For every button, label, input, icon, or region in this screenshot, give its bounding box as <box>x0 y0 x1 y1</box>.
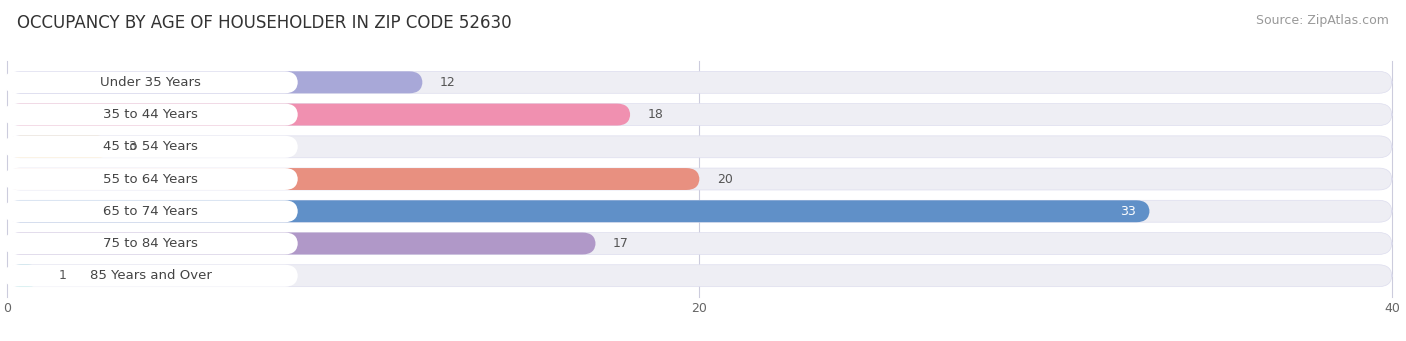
Text: Under 35 Years: Under 35 Years <box>100 76 201 89</box>
Text: 55 to 64 Years: 55 to 64 Years <box>103 173 198 186</box>
FancyBboxPatch shape <box>7 71 1392 93</box>
FancyBboxPatch shape <box>7 104 1392 125</box>
FancyBboxPatch shape <box>4 200 298 222</box>
FancyBboxPatch shape <box>7 104 630 125</box>
Text: 45 to 54 Years: 45 to 54 Years <box>103 140 198 153</box>
Text: Source: ZipAtlas.com: Source: ZipAtlas.com <box>1256 14 1389 27</box>
Text: 33: 33 <box>1121 205 1136 218</box>
Text: 17: 17 <box>613 237 628 250</box>
FancyBboxPatch shape <box>7 200 1150 222</box>
Text: 20: 20 <box>717 173 733 186</box>
Text: 65 to 74 Years: 65 to 74 Years <box>103 205 198 218</box>
FancyBboxPatch shape <box>4 71 298 93</box>
FancyBboxPatch shape <box>7 233 1392 254</box>
FancyBboxPatch shape <box>7 265 42 287</box>
Text: 35 to 44 Years: 35 to 44 Years <box>103 108 198 121</box>
FancyBboxPatch shape <box>7 71 423 93</box>
FancyBboxPatch shape <box>4 265 298 287</box>
Text: OCCUPANCY BY AGE OF HOUSEHOLDER IN ZIP CODE 52630: OCCUPANCY BY AGE OF HOUSEHOLDER IN ZIP C… <box>17 14 512 32</box>
FancyBboxPatch shape <box>7 200 1392 222</box>
FancyBboxPatch shape <box>7 168 700 190</box>
Text: 85 Years and Over: 85 Years and Over <box>90 269 212 282</box>
FancyBboxPatch shape <box>7 136 1392 158</box>
Text: 75 to 84 Years: 75 to 84 Years <box>103 237 198 250</box>
FancyBboxPatch shape <box>4 104 298 125</box>
Text: 18: 18 <box>648 108 664 121</box>
FancyBboxPatch shape <box>7 168 1392 190</box>
Text: 3: 3 <box>128 140 136 153</box>
FancyBboxPatch shape <box>7 265 1392 287</box>
FancyBboxPatch shape <box>7 233 596 254</box>
Text: 1: 1 <box>59 269 67 282</box>
Text: 12: 12 <box>440 76 456 89</box>
FancyBboxPatch shape <box>4 168 298 190</box>
FancyBboxPatch shape <box>4 233 298 254</box>
FancyBboxPatch shape <box>7 136 111 158</box>
FancyBboxPatch shape <box>4 136 298 158</box>
